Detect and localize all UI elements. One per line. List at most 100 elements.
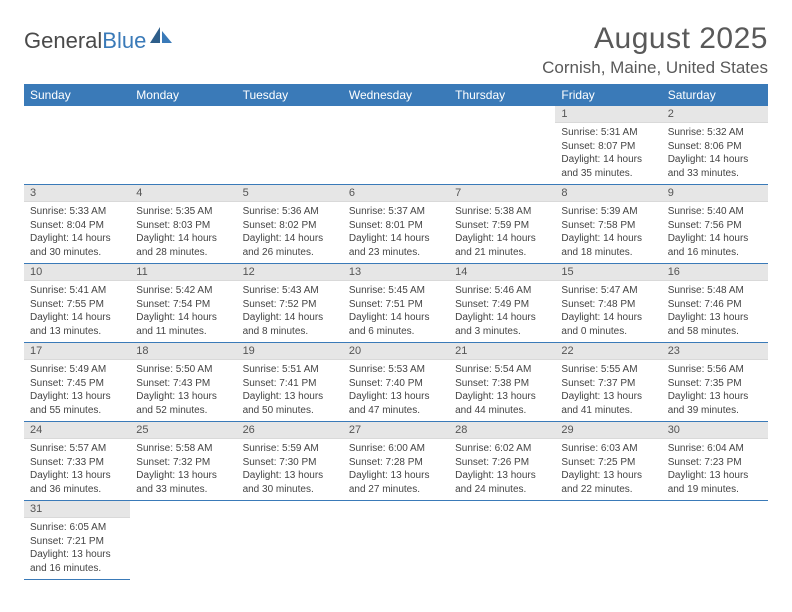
day-number: 29 xyxy=(555,422,661,439)
daylight-line: Daylight: 14 hours and 3 minutes. xyxy=(455,311,549,338)
daylight-line: Daylight: 13 hours and 50 minutes. xyxy=(243,390,337,417)
logo: GeneralBlue xyxy=(24,28,174,54)
daylight-line: Daylight: 13 hours and 47 minutes. xyxy=(349,390,443,417)
day-content: Sunrise: 6:04 AMSunset: 7:23 PMDaylight:… xyxy=(662,439,768,500)
day-content: Sunrise: 5:41 AMSunset: 7:55 PMDaylight:… xyxy=(24,281,130,342)
day-number: 5 xyxy=(237,185,343,202)
daylight-line: Daylight: 14 hours and 11 minutes. xyxy=(136,311,230,338)
sunset-line: Sunset: 7:55 PM xyxy=(30,298,124,312)
day-number: 10 xyxy=(24,264,130,281)
day-content: Sunrise: 5:37 AMSunset: 8:01 PMDaylight:… xyxy=(343,202,449,263)
day-number: 15 xyxy=(555,264,661,281)
daylight-line: Daylight: 14 hours and 30 minutes. xyxy=(30,232,124,259)
calendar-cell: 17Sunrise: 5:49 AMSunset: 7:45 PMDayligh… xyxy=(24,343,130,422)
location: Cornish, Maine, United States xyxy=(542,58,768,78)
day-number: 30 xyxy=(662,422,768,439)
day-number: 24 xyxy=(24,422,130,439)
sunrise-line: Sunrise: 5:43 AM xyxy=(243,284,337,298)
calendar-cell: 12Sunrise: 5:43 AMSunset: 7:52 PMDayligh… xyxy=(237,264,343,343)
sunset-line: Sunset: 7:40 PM xyxy=(349,377,443,391)
calendar-cell: 23Sunrise: 5:56 AMSunset: 7:35 PMDayligh… xyxy=(662,343,768,422)
daylight-line: Daylight: 13 hours and 16 minutes. xyxy=(30,548,124,575)
calendar-cell xyxy=(237,106,343,185)
day-content: Sunrise: 5:38 AMSunset: 7:59 PMDaylight:… xyxy=(449,202,555,263)
calendar-cell xyxy=(662,501,768,580)
sunrise-line: Sunrise: 5:39 AM xyxy=(561,205,655,219)
sail-icon xyxy=(148,25,174,50)
day-content: Sunrise: 5:31 AMSunset: 8:07 PMDaylight:… xyxy=(555,123,661,184)
sunrise-line: Sunrise: 5:47 AM xyxy=(561,284,655,298)
sunset-line: Sunset: 7:26 PM xyxy=(455,456,549,470)
sunset-line: Sunset: 8:06 PM xyxy=(668,140,762,154)
sunset-line: Sunset: 8:04 PM xyxy=(30,219,124,233)
sunrise-line: Sunrise: 5:35 AM xyxy=(136,205,230,219)
day-number: 19 xyxy=(237,343,343,360)
sunset-line: Sunset: 7:37 PM xyxy=(561,377,655,391)
day-number: 20 xyxy=(343,343,449,360)
calendar-body: 1Sunrise: 5:31 AMSunset: 8:07 PMDaylight… xyxy=(24,106,768,580)
day-content: Sunrise: 5:54 AMSunset: 7:38 PMDaylight:… xyxy=(449,360,555,421)
calendar-cell: 31Sunrise: 6:05 AMSunset: 7:21 PMDayligh… xyxy=(24,501,130,580)
daylight-line: Daylight: 13 hours and 19 minutes. xyxy=(668,469,762,496)
day-number: 4 xyxy=(130,185,236,202)
sunrise-line: Sunrise: 5:38 AM xyxy=(455,205,549,219)
daylight-line: Daylight: 14 hours and 23 minutes. xyxy=(349,232,443,259)
sunset-line: Sunset: 8:01 PM xyxy=(349,219,443,233)
day-content: Sunrise: 5:56 AMSunset: 7:35 PMDaylight:… xyxy=(662,360,768,421)
day-content: Sunrise: 5:40 AMSunset: 7:56 PMDaylight:… xyxy=(662,202,768,263)
day-number: 26 xyxy=(237,422,343,439)
calendar-cell xyxy=(130,106,236,185)
daylight-line: Daylight: 14 hours and 18 minutes. xyxy=(561,232,655,259)
daylight-line: Daylight: 14 hours and 6 minutes. xyxy=(349,311,443,338)
daylight-line: Daylight: 14 hours and 28 minutes. xyxy=(136,232,230,259)
sunset-line: Sunset: 7:56 PM xyxy=(668,219,762,233)
daylight-line: Daylight: 14 hours and 26 minutes. xyxy=(243,232,337,259)
sunset-line: Sunset: 7:38 PM xyxy=(455,377,549,391)
day-content: Sunrise: 6:02 AMSunset: 7:26 PMDaylight:… xyxy=(449,439,555,500)
day-content: Sunrise: 6:03 AMSunset: 7:25 PMDaylight:… xyxy=(555,439,661,500)
weekday-header: Thursday xyxy=(449,84,555,106)
calendar-cell: 29Sunrise: 6:03 AMSunset: 7:25 PMDayligh… xyxy=(555,422,661,501)
sunrise-line: Sunrise: 5:56 AM xyxy=(668,363,762,377)
calendar-cell xyxy=(237,501,343,580)
calendar-cell: 21Sunrise: 5:54 AMSunset: 7:38 PMDayligh… xyxy=(449,343,555,422)
sunrise-line: Sunrise: 5:57 AM xyxy=(30,442,124,456)
sunset-line: Sunset: 7:52 PM xyxy=(243,298,337,312)
daylight-line: Daylight: 14 hours and 21 minutes. xyxy=(455,232,549,259)
calendar-week: 10Sunrise: 5:41 AMSunset: 7:55 PMDayligh… xyxy=(24,264,768,343)
daylight-line: Daylight: 13 hours and 39 minutes. xyxy=(668,390,762,417)
daylight-line: Daylight: 13 hours and 36 minutes. xyxy=(30,469,124,496)
sunrise-line: Sunrise: 5:32 AM xyxy=(668,126,762,140)
sunrise-line: Sunrise: 5:48 AM xyxy=(668,284,762,298)
calendar-cell: 19Sunrise: 5:51 AMSunset: 7:41 PMDayligh… xyxy=(237,343,343,422)
day-content: Sunrise: 5:48 AMSunset: 7:46 PMDaylight:… xyxy=(662,281,768,342)
day-content: Sunrise: 5:59 AMSunset: 7:30 PMDaylight:… xyxy=(237,439,343,500)
day-number: 2 xyxy=(662,106,768,123)
sunset-line: Sunset: 7:32 PM xyxy=(136,456,230,470)
title-block: August 2025 Cornish, Maine, United State… xyxy=(542,22,768,78)
day-content: Sunrise: 5:57 AMSunset: 7:33 PMDaylight:… xyxy=(24,439,130,500)
logo-text: GeneralBlue xyxy=(24,28,146,54)
day-content: Sunrise: 5:49 AMSunset: 7:45 PMDaylight:… xyxy=(24,360,130,421)
calendar-cell xyxy=(130,501,236,580)
calendar-cell: 14Sunrise: 5:46 AMSunset: 7:49 PMDayligh… xyxy=(449,264,555,343)
day-number: 28 xyxy=(449,422,555,439)
day-number: 21 xyxy=(449,343,555,360)
day-content: Sunrise: 5:53 AMSunset: 7:40 PMDaylight:… xyxy=(343,360,449,421)
day-content: Sunrise: 5:51 AMSunset: 7:41 PMDaylight:… xyxy=(237,360,343,421)
daylight-line: Daylight: 14 hours and 33 minutes. xyxy=(668,153,762,180)
day-number: 1 xyxy=(555,106,661,123)
sunrise-line: Sunrise: 6:03 AM xyxy=(561,442,655,456)
sunrise-line: Sunrise: 5:42 AM xyxy=(136,284,230,298)
day-content: Sunrise: 5:45 AMSunset: 7:51 PMDaylight:… xyxy=(343,281,449,342)
sunset-line: Sunset: 7:30 PM xyxy=(243,456,337,470)
calendar-week: 1Sunrise: 5:31 AMSunset: 8:07 PMDaylight… xyxy=(24,106,768,185)
day-number: 18 xyxy=(130,343,236,360)
calendar-cell: 3Sunrise: 5:33 AMSunset: 8:04 PMDaylight… xyxy=(24,185,130,264)
calendar-cell: 11Sunrise: 5:42 AMSunset: 7:54 PMDayligh… xyxy=(130,264,236,343)
daylight-line: Daylight: 14 hours and 0 minutes. xyxy=(561,311,655,338)
calendar-cell: 6Sunrise: 5:37 AMSunset: 8:01 PMDaylight… xyxy=(343,185,449,264)
sunrise-line: Sunrise: 5:53 AM xyxy=(349,363,443,377)
calendar-head: SundayMondayTuesdayWednesdayThursdayFrid… xyxy=(24,84,768,106)
sunset-line: Sunset: 7:51 PM xyxy=(349,298,443,312)
